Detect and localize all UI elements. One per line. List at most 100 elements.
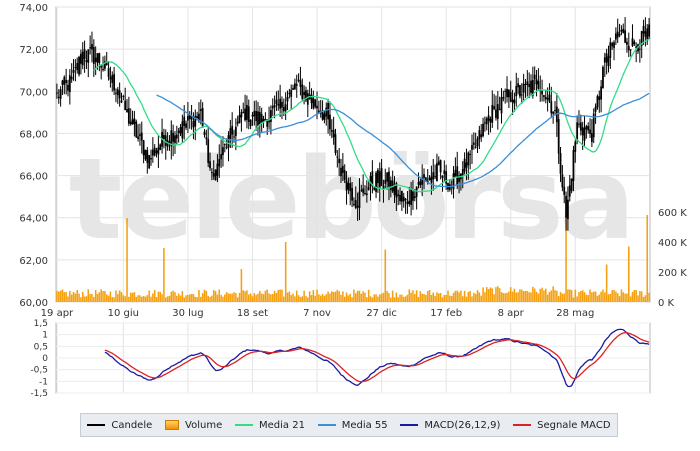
volume-bar <box>517 292 519 302</box>
volume-bar <box>648 292 650 302</box>
candle-body <box>638 48 641 50</box>
candle-body <box>251 114 254 117</box>
candle-body <box>511 99 514 103</box>
candle-body <box>603 57 606 63</box>
volume-bar <box>264 290 267 302</box>
volume-bar <box>624 293 626 302</box>
volume-bar <box>187 294 189 302</box>
volume-bar <box>266 289 268 302</box>
volume-bar <box>76 290 78 302</box>
volume-bar <box>242 290 245 302</box>
candle-body <box>100 65 103 68</box>
candle-body <box>70 76 73 80</box>
candle-body <box>306 93 309 105</box>
volume-bar <box>268 293 270 302</box>
candle-body <box>338 158 341 164</box>
candle-body <box>115 92 117 94</box>
candle-body <box>316 105 318 109</box>
legend-item-media-21: Media 21 <box>235 420 305 431</box>
volume-bar <box>605 264 608 302</box>
candle-body <box>175 134 178 139</box>
volume-bar <box>117 294 119 302</box>
candle-body <box>353 203 355 205</box>
candle-body <box>168 141 171 144</box>
volume-bar <box>390 297 392 302</box>
candle-body <box>544 96 547 100</box>
candle-body <box>198 113 200 122</box>
candle-body <box>192 121 195 128</box>
volume-bar <box>485 287 488 302</box>
candle-body <box>225 147 228 149</box>
volume-bar <box>244 291 246 302</box>
volume-bar <box>489 287 492 302</box>
legend-item-media-55: Media 55 <box>317 420 388 431</box>
candle-body <box>594 106 597 112</box>
volume-bar <box>148 290 150 302</box>
volume-bar <box>596 295 599 302</box>
volume-bar <box>532 286 534 302</box>
candle-body <box>535 79 538 85</box>
volume-bar <box>176 295 178 302</box>
candle-body <box>491 104 494 123</box>
volume-bar <box>137 295 139 302</box>
candle-body <box>126 109 128 112</box>
candle-body <box>495 109 497 118</box>
volume-bar <box>434 295 436 302</box>
candle-body <box>393 184 396 196</box>
volume-y-tick-label: 0 K <box>658 298 675 309</box>
volume-bar <box>467 292 470 302</box>
volume-bar <box>247 294 250 302</box>
candle-body <box>388 171 390 187</box>
volume-bar <box>113 297 115 302</box>
volume-bar <box>196 297 198 302</box>
candle-body <box>441 175 444 178</box>
volume-bar <box>362 291 364 302</box>
candle-body <box>618 33 621 36</box>
media-21-line <box>93 38 650 193</box>
candle-body <box>140 132 143 141</box>
volume-bar <box>378 294 381 302</box>
candle-body <box>519 85 521 97</box>
volume-bar <box>224 294 226 302</box>
volume-bar <box>59 290 62 302</box>
candle-body <box>127 108 130 124</box>
legend-label: Volume <box>185 419 223 431</box>
candle-body <box>264 119 267 121</box>
candle-body <box>472 142 475 145</box>
candle-body <box>624 30 626 43</box>
volume-bar <box>570 289 573 302</box>
candle-body <box>572 150 575 181</box>
candle-body <box>172 132 175 142</box>
volume-bar <box>380 293 383 302</box>
candle-body <box>517 83 520 88</box>
volume-bar <box>609 293 612 302</box>
candle-body <box>476 138 479 147</box>
volume-bar <box>188 294 191 302</box>
candle-body <box>568 185 571 197</box>
price-y-tick-label: 60,00 <box>19 298 48 309</box>
volume-bar <box>382 292 385 302</box>
volume-bar <box>565 218 567 302</box>
macd-y-tick-label: -1 <box>39 377 48 387</box>
candle-body <box>587 126 590 131</box>
volume-bar <box>460 290 462 302</box>
volume-bar <box>458 292 460 302</box>
volume-bar <box>439 292 442 302</box>
candle-body <box>598 96 601 101</box>
candle-body <box>271 106 274 109</box>
candle-body <box>159 144 162 150</box>
volume-bar <box>373 294 375 302</box>
volume-bar <box>192 293 195 302</box>
candle-body <box>246 104 248 120</box>
volume-bar <box>150 296 152 302</box>
candle-body <box>424 177 427 182</box>
volume-bar <box>511 291 514 302</box>
candle-body <box>181 121 184 139</box>
volume-bar <box>450 296 453 302</box>
candle-body <box>76 63 79 71</box>
volume-bar <box>200 296 202 302</box>
volume-bar <box>631 291 634 302</box>
volume-bar <box>426 290 429 302</box>
candle-body <box>567 199 569 220</box>
